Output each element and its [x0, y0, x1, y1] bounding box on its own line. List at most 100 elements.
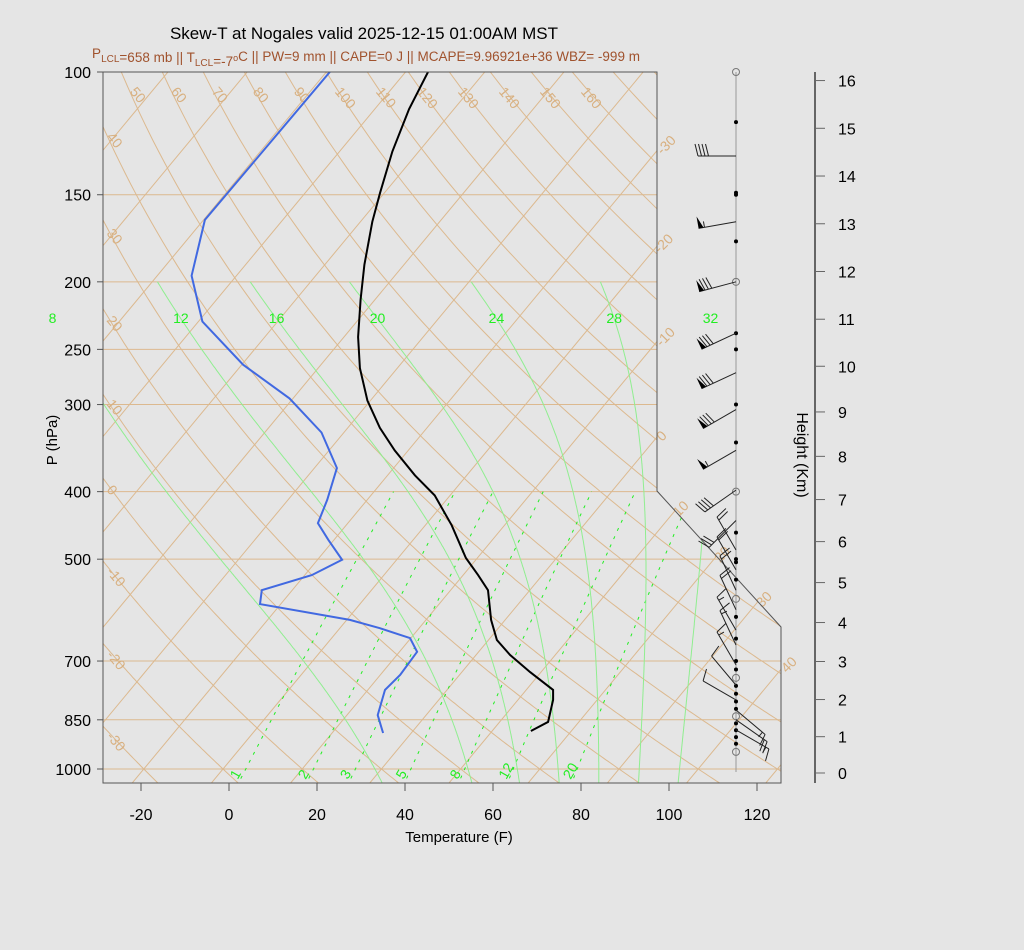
barb-full [703, 497, 714, 507]
dry-adiabat-label: 60 [168, 84, 190, 106]
height-tick-label: 10 [838, 359, 856, 376]
wind-barb [695, 489, 737, 513]
barb-full [716, 588, 727, 598]
isotherm-line [524, 72, 781, 783]
isotherm-line [103, 72, 182, 783]
x-tick-label: 40 [396, 807, 414, 824]
level-dot-marker [734, 735, 738, 740]
barb-shaft [735, 709, 766, 735]
dry-adiabat-label: 120 [414, 84, 441, 112]
y-tick-label: 850 [64, 713, 91, 730]
x-axis-label: Temperature (F) [405, 829, 513, 846]
chart-subtitle: PLCL=658 mb || TLCL=-7oC || PW=9 mm || C… [92, 46, 640, 69]
isotherm-line [445, 72, 781, 783]
height-tick-label: 15 [838, 121, 856, 138]
height-tick-label: 16 [838, 74, 856, 91]
moist-adiabat-line [470, 281, 600, 783]
level-dot-marker [734, 614, 738, 619]
chart-title: Skew-T at Nogales valid 2025-12-15 01:00… [170, 24, 558, 43]
isotherm-label: 0 [653, 427, 670, 444]
moist-adiabat-line [103, 281, 384, 783]
dry-adiabat-line [103, 72, 565, 783]
dry-adiabat-label: 10 [104, 396, 126, 418]
subtitle-text: =-7 [213, 54, 233, 69]
height-tick-label: 13 [838, 217, 856, 234]
dry-adiabat-line [639, 72, 781, 783]
level-dot-marker [734, 402, 738, 407]
y-tick-label: 500 [64, 552, 91, 569]
moist-adiabat-label: 16 [269, 310, 285, 326]
dry-adiabat-line [478, 72, 781, 783]
moist-adiabat-line [249, 281, 521, 783]
level-dot-marker [734, 741, 738, 746]
isotherm-line [103, 72, 261, 783]
barb-full [718, 511, 728, 521]
y-tick-label: 250 [64, 342, 91, 359]
barb-shaft [716, 596, 737, 631]
wind-barb [697, 409, 737, 429]
dewpoint-line [190, 72, 419, 734]
level-open-marker [732, 487, 740, 496]
barb-full [719, 567, 730, 576]
barb-half [702, 221, 705, 228]
barb-full [701, 335, 711, 346]
y-tick-label: 300 [64, 398, 91, 415]
wind-barb [696, 277, 737, 293]
barb-shaft [719, 575, 737, 611]
plot-frame [102, 71, 782, 784]
barb-half [718, 631, 725, 636]
level-open-marker [732, 673, 740, 682]
wind-barb [719, 602, 737, 646]
isotherm-line [604, 72, 781, 783]
x-tick-label: 60 [484, 807, 502, 824]
wind-barb [696, 216, 737, 229]
wind-barb [716, 623, 737, 666]
level-dot-marker [734, 706, 738, 711]
moist-adiabat-label: 28 [606, 310, 622, 326]
mixing-ratio-line [304, 491, 456, 783]
level-dot-marker [734, 667, 738, 672]
level-dot-marker [734, 239, 738, 244]
barb-half [721, 610, 728, 615]
moist-adiabat-line [156, 281, 473, 783]
x-tick-label: 0 [225, 807, 234, 824]
wind-barb [735, 719, 768, 754]
moist-adiabat-label: 20 [370, 310, 386, 326]
barb-shaft [735, 719, 768, 743]
dry-adiabat-line [103, 72, 323, 783]
level-dot-marker [734, 636, 738, 641]
mixing-ratio-line [505, 491, 636, 783]
wind-barb [698, 520, 737, 548]
wind-barbs [694, 68, 770, 772]
height-tick-label: 5 [838, 576, 847, 593]
wind-barb [716, 588, 737, 631]
dry-adiabat-line [437, 72, 781, 783]
barb-shaft [699, 281, 737, 293]
y-tick-label: 700 [64, 654, 91, 671]
barb-shaft [702, 449, 737, 470]
barb-full [700, 499, 711, 509]
barb-pennant [696, 280, 705, 292]
dry-adiabat-line [195, 72, 781, 783]
axes: -20 0 20 40 60 80 100 1201001502002503004005007… [55, 65, 855, 824]
x-tick-label: 100 [656, 807, 683, 824]
dry-adiabat-line [599, 72, 781, 783]
subtitle-text: =658 mb || T [119, 50, 194, 65]
barb-pennant [696, 338, 707, 350]
level-dot-marker [734, 120, 738, 125]
level-dot-marker [734, 683, 738, 688]
dry-adiabat-line [235, 72, 781, 783]
dry-adiabat-line [103, 72, 645, 783]
background-lines [0, 57, 781, 787]
dry-adiabat-line [0, 57, 81, 787]
barb-full [698, 279, 706, 291]
barb-shaft [701, 332, 737, 350]
mixing-ratio-line [402, 491, 544, 783]
wind-barb [697, 449, 737, 470]
subtitle-subscript: LCL [101, 54, 120, 65]
dry-adiabat-label: -10 [104, 564, 129, 590]
level-dot-marker [734, 699, 738, 704]
dry-adiabat-label: 160 [578, 84, 605, 112]
barb-full [716, 623, 727, 633]
dry-adiabat-line [276, 72, 781, 783]
